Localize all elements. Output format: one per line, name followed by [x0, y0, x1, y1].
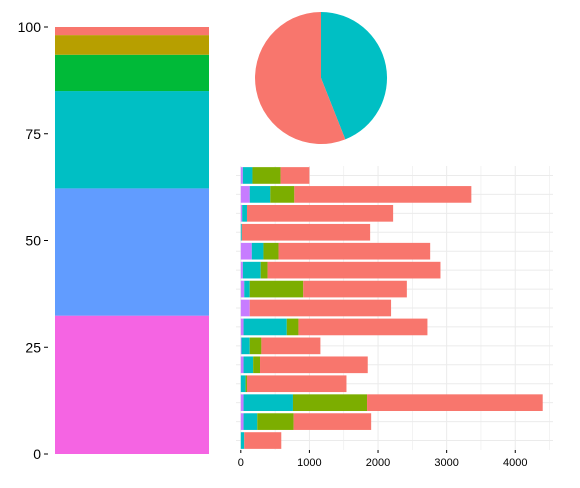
bar-segment [278, 242, 431, 260]
x-tick-label: 3000 [434, 457, 458, 469]
bar-segment [240, 167, 243, 184]
bar-segment [240, 394, 244, 411]
bar-segment [240, 299, 250, 317]
bar-segment [240, 223, 242, 241]
pie-chart [255, 11, 388, 144]
stack-segment [55, 54, 209, 92]
bar-segment [252, 167, 281, 184]
bar-segment [240, 375, 246, 393]
bar-segment [294, 186, 472, 203]
bar-segment [246, 205, 394, 222]
bar-segment [261, 337, 321, 355]
bar-segment [246, 375, 347, 393]
bar-segment [260, 356, 368, 374]
stack-segment [55, 188, 209, 316]
bar-segment [251, 242, 264, 260]
x-tick-label: 4000 [503, 457, 527, 469]
pie-slice [321, 11, 388, 140]
bar-segment [240, 280, 245, 298]
bar-segment [257, 413, 294, 430]
bar-segment [260, 261, 268, 279]
y-tick-label: 25 [25, 339, 41, 355]
bar-segment [240, 186, 250, 203]
bar-segment [240, 318, 244, 336]
bar-segment [240, 242, 252, 260]
bar-segment [242, 261, 261, 279]
bar-segment [263, 242, 279, 260]
y-tick-label: 50 [25, 233, 41, 249]
bar-segment [242, 167, 253, 184]
bar-segment [242, 205, 247, 222]
pie-slice [255, 12, 346, 144]
bar-segment [270, 186, 295, 203]
bar-segment [243, 356, 254, 374]
bar-segment [249, 299, 392, 317]
bar-segment [243, 394, 293, 411]
bar-segment [367, 394, 543, 411]
bar-segment [240, 205, 243, 222]
bar-segment [240, 432, 245, 449]
bar-segment [241, 337, 250, 355]
bar-segment [240, 261, 243, 279]
bar-segment [280, 167, 310, 184]
y-tick-label: 75 [25, 126, 41, 142]
bar-segment [240, 356, 244, 374]
stacked-percentage-bar-chart: 0 25 50 75 100 [18, 19, 209, 462]
bar-segment [249, 337, 262, 355]
stack-segment [55, 27, 209, 36]
stack-segment [55, 35, 209, 55]
y-tick-label: 100 [18, 19, 42, 35]
stack-segment [55, 91, 209, 189]
x-tick-label: 2000 [366, 457, 390, 469]
bar-segment [240, 413, 244, 430]
bar-segment [253, 356, 261, 374]
y-tick-label: 0 [33, 446, 41, 462]
x-tick-label: 1000 [297, 457, 321, 469]
bar-segment [243, 413, 258, 430]
bar-segment [249, 280, 304, 298]
bar-segment [267, 261, 441, 279]
bar-segment [286, 318, 299, 336]
bar-segment [292, 394, 368, 411]
bar-segment [243, 318, 287, 336]
bar-segment [245, 375, 247, 393]
stack-segment [55, 315, 209, 454]
bar-segment [244, 432, 282, 449]
bar-segment [241, 223, 371, 241]
bar-segment [240, 337, 242, 355]
horizontal-stacked-bar-chart: 0 1000 2000 3000 4000 [236, 166, 553, 469]
bar-segment [293, 413, 372, 430]
bar-segment [249, 186, 271, 203]
bar-segment [244, 280, 250, 298]
x-tick-label: 0 [238, 457, 244, 469]
bar-segment [298, 318, 428, 336]
bar-segment [303, 280, 407, 298]
